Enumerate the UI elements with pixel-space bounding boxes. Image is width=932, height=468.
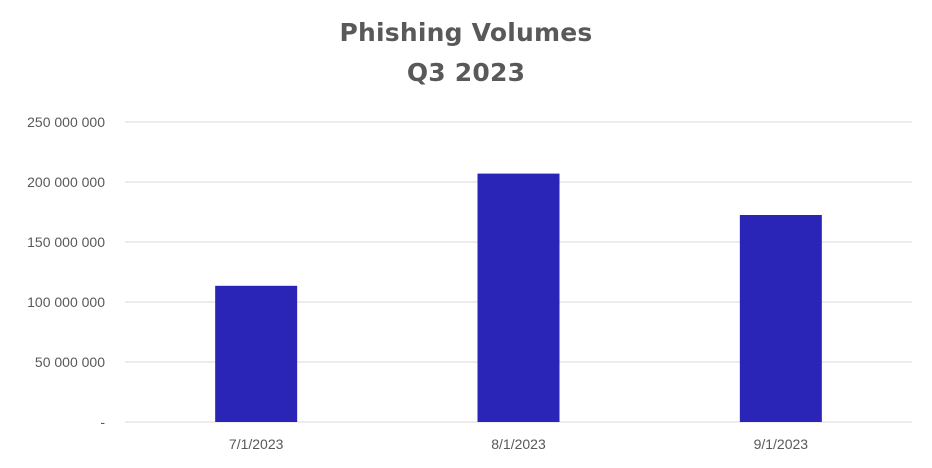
- y-tick-label: 50 000 000: [35, 354, 105, 370]
- y-tick-label: 200 000 000: [27, 174, 105, 190]
- chart-title: Phishing Volumes: [339, 18, 593, 47]
- chart-subtitle: Q3 2023: [406, 58, 526, 87]
- bar: [477, 173, 560, 422]
- x-tick-label: 8/1/2023: [491, 436, 546, 452]
- y-tick-label: 250 000 000: [27, 114, 105, 130]
- x-tick-label: 7/1/2023: [229, 436, 284, 452]
- x-tick-label: 9/1/2023: [754, 436, 809, 452]
- y-tick-label: -: [100, 414, 105, 430]
- y-tick-label: 100 000 000: [27, 294, 105, 310]
- bar: [739, 215, 822, 422]
- y-tick-label: 150 000 000: [27, 234, 105, 250]
- bar: [215, 285, 298, 422]
